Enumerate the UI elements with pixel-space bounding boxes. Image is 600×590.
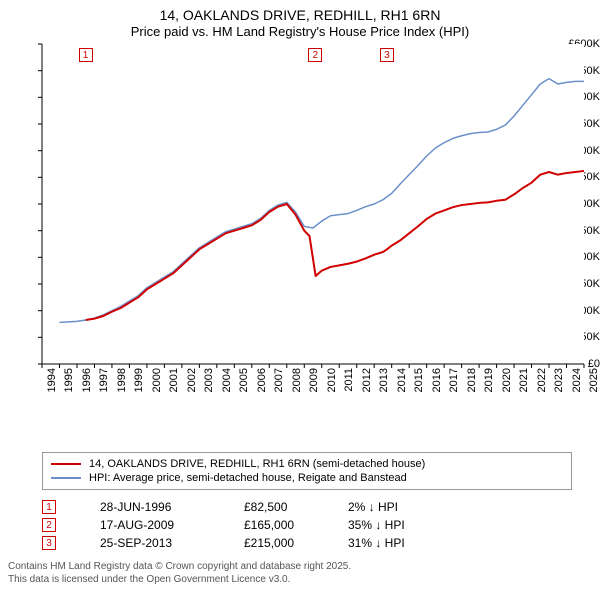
x-tick-label: 2006 xyxy=(256,368,268,392)
x-tick-label: 2012 xyxy=(361,368,373,392)
x-tick-label: 2000 xyxy=(151,368,163,392)
chart-marker: 3 xyxy=(380,48,394,62)
x-tick-label: 2019 xyxy=(483,368,495,392)
x-tick-label: 2003 xyxy=(203,368,215,392)
x-tick-label: 1998 xyxy=(116,368,128,392)
sale-row: 2 17-AUG-2009 £165,000 35% ↓ HPI xyxy=(42,516,572,534)
sale-diff: 2% ↓ HPI xyxy=(348,500,448,514)
x-tick-label: 2021 xyxy=(518,368,530,392)
x-tick-label: 1994 xyxy=(46,368,58,392)
x-tick-label: 2007 xyxy=(273,368,285,392)
legend-label: HPI: Average price, semi-detached house,… xyxy=(89,472,407,484)
legend: 14, OAKLANDS DRIVE, REDHILL, RH1 6RN (se… xyxy=(42,452,572,490)
x-tick-label: 1996 xyxy=(81,368,93,392)
x-tick-label: 2016 xyxy=(431,368,443,392)
x-tick-label: 2009 xyxy=(308,368,320,392)
x-tick-label: 2024 xyxy=(571,368,583,392)
chart-area: £0£50K£100K£150K£200K£250K£300K£350K£400… xyxy=(0,44,600,414)
x-tick-label: 2015 xyxy=(413,368,425,392)
x-tick-label: 2014 xyxy=(396,368,408,392)
x-tick-label: 2011 xyxy=(343,368,355,392)
series-property xyxy=(86,171,584,320)
x-tick-label: 2023 xyxy=(553,368,565,392)
plot-svg xyxy=(42,44,584,364)
legend-item: HPI: Average price, semi-detached house,… xyxy=(51,471,563,485)
x-tick-label: 1995 xyxy=(63,368,75,392)
sales-table: 1 28-JUN-1996 £82,500 2% ↓ HPI 2 17-AUG-… xyxy=(42,498,572,552)
x-tick-label: 2025 xyxy=(588,368,600,392)
sale-price: £82,500 xyxy=(244,500,324,514)
x-tick-label: 2005 xyxy=(238,368,250,392)
x-tick-label: 2010 xyxy=(326,368,338,392)
chart-marker: 2 xyxy=(308,48,322,62)
sale-marker: 2 xyxy=(42,518,56,532)
x-tick-label: 2022 xyxy=(536,368,548,392)
sale-row: 3 25-SEP-2013 £215,000 31% ↓ HPI xyxy=(42,534,572,552)
chart-subtitle: Price paid vs. HM Land Registry's House … xyxy=(0,24,600,43)
sale-diff: 35% ↓ HPI xyxy=(348,518,448,532)
sale-price: £215,000 xyxy=(244,536,324,550)
footer: Contains HM Land Registry data © Crown c… xyxy=(8,560,351,586)
x-tick-label: 2008 xyxy=(291,368,303,392)
sale-date: 17-AUG-2009 xyxy=(100,518,220,532)
sale-marker: 1 xyxy=(42,500,56,514)
sale-price: £165,000 xyxy=(244,518,324,532)
x-tick-label: 2020 xyxy=(501,368,513,392)
footer-line: This data is licensed under the Open Gov… xyxy=(8,573,351,586)
legend-swatch xyxy=(51,463,81,465)
chart-title: 14, OAKLANDS DRIVE, REDHILL, RH1 6RN xyxy=(0,0,600,24)
x-tick-label: 2017 xyxy=(448,368,460,392)
sale-date: 25-SEP-2013 xyxy=(100,536,220,550)
chart-marker: 1 xyxy=(79,48,93,62)
plot-area: 1 2 3 xyxy=(42,44,584,364)
x-tick-label: 2002 xyxy=(186,368,198,392)
sale-diff: 31% ↓ HPI xyxy=(348,536,448,550)
sale-row: 1 28-JUN-1996 £82,500 2% ↓ HPI xyxy=(42,498,572,516)
x-tick-label: 2018 xyxy=(466,368,478,392)
legend-swatch xyxy=(51,477,81,479)
footer-line: Contains HM Land Registry data © Crown c… xyxy=(8,560,351,573)
legend-item: 14, OAKLANDS DRIVE, REDHILL, RH1 6RN (se… xyxy=(51,457,563,471)
x-tick-label: 1997 xyxy=(98,368,110,392)
legend-label: 14, OAKLANDS DRIVE, REDHILL, RH1 6RN (se… xyxy=(89,458,425,470)
sale-marker: 3 xyxy=(42,536,56,550)
x-tick-label: 1999 xyxy=(133,368,145,392)
x-tick-label: 2013 xyxy=(378,368,390,392)
sale-date: 28-JUN-1996 xyxy=(100,500,220,514)
x-tick-label: 2001 xyxy=(168,368,180,392)
x-tick-label: 2004 xyxy=(221,368,233,392)
